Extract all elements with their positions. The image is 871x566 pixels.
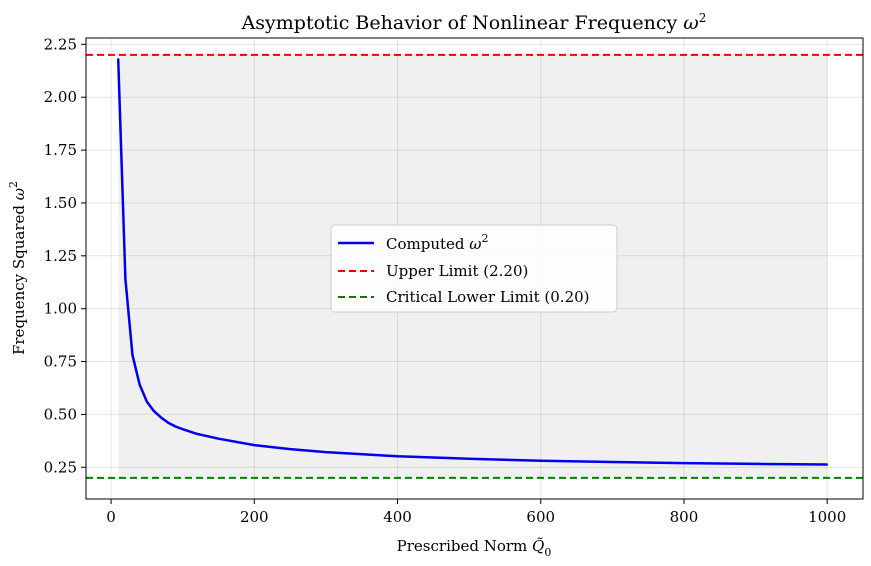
legend-label-lower-limit: Critical Lower Limit (0.20): [386, 288, 590, 306]
data-point: [754, 462, 757, 465]
data-point: [138, 383, 141, 386]
data-point: [181, 428, 184, 431]
y-tick-label: 0.50: [44, 405, 77, 423]
data-point: [396, 455, 399, 458]
data-point: [539, 459, 542, 462]
series-line-computed: [116, 59, 828, 466]
x-tick-label: 200: [240, 508, 269, 526]
y-tick-label: 1.50: [44, 194, 77, 212]
y-tick-label: 1.75: [44, 141, 77, 159]
y-tick-label: 1.25: [44, 247, 77, 265]
y-tick-label: 1.00: [44, 300, 77, 318]
y-tick-label: 0.75: [44, 353, 77, 371]
data-point: [145, 400, 148, 403]
data-point: [117, 58, 120, 61]
data-point: [124, 278, 127, 281]
data-point: [324, 451, 327, 454]
y-tick-label: 2.00: [44, 88, 77, 106]
x-tick-label: 0: [106, 508, 116, 526]
data-point: [196, 432, 198, 435]
x-tick-label: 400: [383, 508, 412, 526]
data-point: [160, 416, 163, 419]
data-point: [167, 421, 170, 424]
x-tick-label: 1000: [808, 508, 846, 526]
legend-box: [330, 224, 618, 313]
x-tick-label: 800: [670, 508, 699, 526]
y-tick-label: 2.25: [44, 35, 77, 53]
data-point: [174, 425, 177, 428]
data-point: [131, 354, 134, 357]
data-point: [217, 437, 220, 440]
y-axis-label: Frequency Squared ω2: [7, 181, 28, 355]
x-tick-label: 600: [526, 508, 555, 526]
data-point: [253, 444, 256, 447]
data-point: [611, 460, 614, 463]
data-point: [682, 462, 685, 465]
data-point: [826, 463, 829, 466]
data-point: [289, 448, 292, 451]
data-point: [153, 410, 156, 413]
data-point: [468, 457, 471, 460]
legend-label-upper-limit: Upper Limit (2.20): [386, 262, 528, 280]
x-axis-label: Prescribed Norm Q̃0: [397, 537, 552, 559]
y-tick-label: 0.25: [44, 458, 77, 476]
legend-label-computed: Computed ω2: [386, 232, 489, 253]
chart-title: Asymptotic Behavior of Nonlinear Frequen…: [241, 11, 707, 34]
legend: Computed ω2 Upper Limit (2.20) Critical …: [330, 224, 618, 313]
axes-frame: [85, 37, 864, 500]
